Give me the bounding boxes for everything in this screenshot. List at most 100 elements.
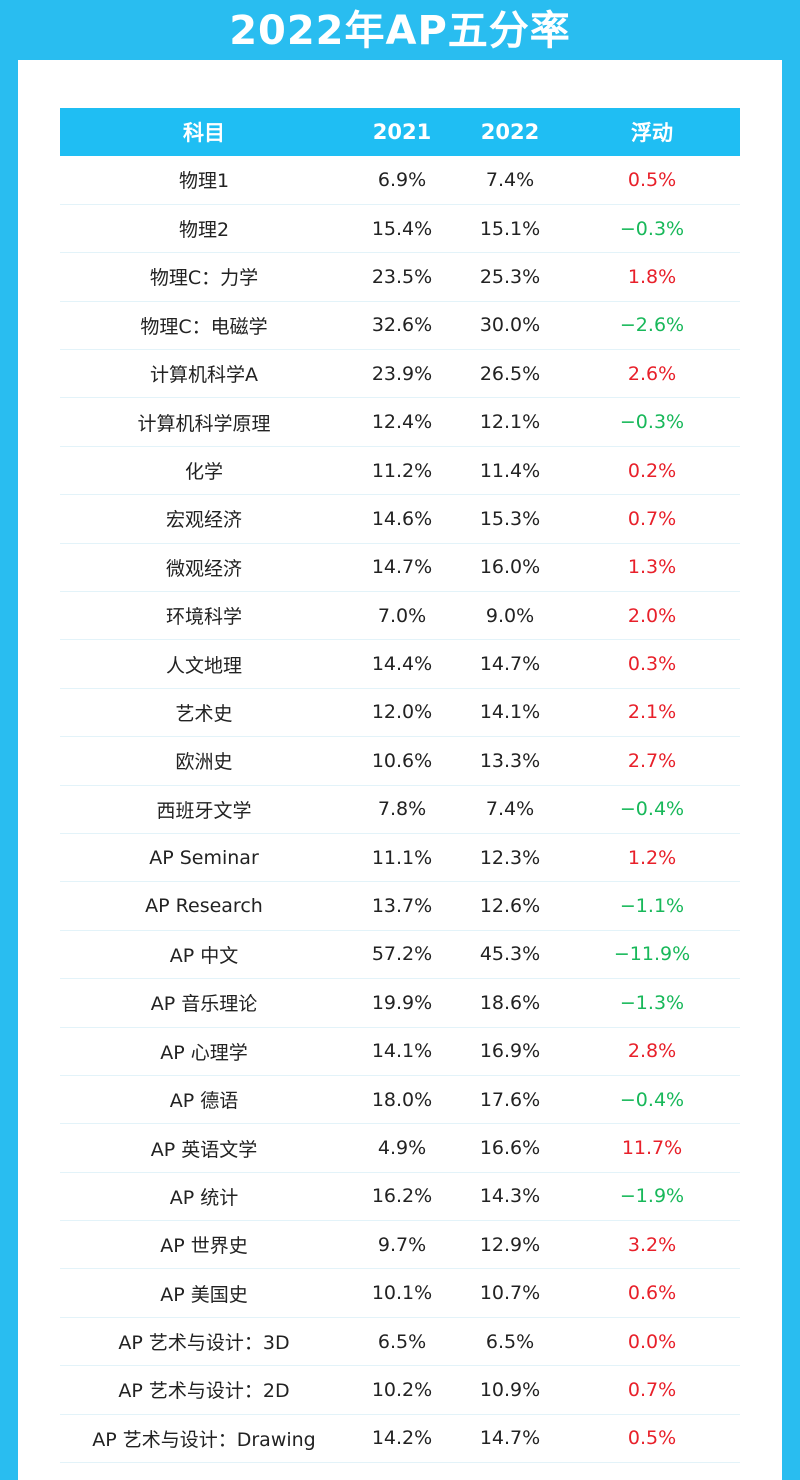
rate-2021-cell: 10.6% — [348, 736, 456, 786]
rate-2022-cell: 26.5% — [456, 349, 564, 399]
rate-2022-cell: 7.4% — [456, 785, 564, 834]
rate-2021-cell: 12.0% — [348, 688, 456, 738]
subject-cell: AP 美国史 — [60, 1268, 348, 1318]
table-row: AP Seminar 11.1% 12.3% 1.2% — [60, 833, 740, 883]
rate-2022-cell: 30.0% — [456, 301, 564, 351]
rate-2021-cell: 13.7% — [348, 881, 456, 931]
subject-cell: AP 中文 — [60, 930, 348, 980]
subject-cell: 西班牙文学 — [60, 785, 348, 834]
header-2021: 2021 — [372, 120, 432, 144]
change-cell: −2.6% — [564, 301, 740, 351]
table-row: AP 艺术与设计：2D 10.2% 10.9% 0.7% — [60, 1365, 740, 1415]
rate-2021-cell: 15.4% — [348, 204, 456, 254]
table-row: 宏观经济 14.6% 15.3% 0.7% — [60, 494, 740, 544]
rate-2022-cell: 12.6% — [456, 881, 564, 931]
rate-2022-cell: 11.4% — [456, 446, 564, 496]
table-row: AP 世界史 9.7% 12.9% 3.2% — [60, 1220, 740, 1270]
change-cell: 0.0% — [564, 1317, 740, 1367]
rate-2021-cell: 6.9% — [348, 156, 456, 205]
table-row: 计算机科学原理 12.4% 12.1% −0.3% — [60, 397, 740, 447]
rate-2022-cell: 10.7% — [456, 1268, 564, 1318]
subject-cell: 微观经济 — [60, 543, 348, 593]
rate-2021-cell: 14.1% — [348, 1027, 456, 1076]
change-cell: 0.2% — [564, 446, 740, 496]
rate-2021-cell: 14.7% — [348, 543, 456, 593]
table-row: 艺术史 12.0% 14.1% 2.1% — [60, 688, 740, 738]
rate-2022-cell: 15.3% — [456, 494, 564, 544]
table-row: 微观经济 14.7% 16.0% 1.3% — [60, 543, 740, 593]
rate-2022-cell: 14.3% — [456, 1172, 564, 1222]
rate-2022-cell: 10.9% — [456, 1365, 564, 1415]
subject-cell: 化学 — [60, 446, 348, 496]
subject-cell: 人文地理 — [60, 639, 348, 689]
rate-2021-cell: 14.4% — [348, 639, 456, 689]
rate-2021-cell: 9.7% — [348, 1220, 456, 1270]
rate-2022-cell: 12.3% — [456, 833, 564, 883]
rate-2022-cell: 7.4% — [456, 156, 564, 205]
rate-2022-cell: 16.6% — [456, 1123, 564, 1173]
change-cell: 0.3% — [564, 639, 740, 689]
subject-cell: 环境科学 — [60, 591, 348, 641]
table-header-row: 科目 2021 2022 浮动 — [60, 108, 740, 156]
table-row: 欧洲史 10.6% 13.3% 2.7% — [60, 736, 740, 786]
subject-cell: 计算机科学原理 — [60, 397, 348, 447]
subject-cell: AP 德语 — [60, 1075, 348, 1125]
change-cell: 0.6% — [564, 1268, 740, 1318]
subject-cell: AP 英语文学 — [60, 1123, 348, 1173]
subject-cell: AP Research — [60, 881, 348, 931]
change-cell: 2.1% — [564, 688, 740, 738]
change-cell: 1.3% — [564, 543, 740, 593]
subject-cell: 欧洲史 — [60, 736, 348, 786]
change-cell: −11.9% — [564, 930, 740, 980]
subject-cell: AP 音乐理论 — [60, 978, 348, 1028]
subject-cell: AP 统计 — [60, 1172, 348, 1222]
change-cell: 0.5% — [564, 156, 740, 205]
rate-2021-cell: 11.2% — [348, 446, 456, 496]
rate-2021-cell: 7.8% — [348, 785, 456, 834]
rate-2022-cell: 45.3% — [456, 930, 564, 980]
subject-cell: 物理C：力学 — [60, 252, 348, 302]
table-row: 物理1 6.9% 7.4% 0.5% — [60, 156, 740, 205]
table-row: 物理C：电磁学 32.6% 30.0% −2.6% — [60, 301, 740, 351]
subject-cell: 物理C：电磁学 — [60, 301, 348, 351]
subject-cell: 宏观经济 — [60, 494, 348, 544]
table-row: AP 艺术与设计：Drawing 14.2% 14.7% 0.5% — [60, 1414, 740, 1464]
table-card: 科目 2021 2022 浮动 物理1 6.9% 7.4% 0.5% 物理2 15.4% 1… — [18, 60, 782, 1480]
change-cell: −0.4% — [564, 785, 740, 834]
rate-2022-cell: 16.0% — [456, 543, 564, 593]
rate-2021-cell: 11.1% — [348, 833, 456, 883]
change-cell: 0.7% — [564, 1365, 740, 1415]
subject-cell: 物理2 — [60, 204, 348, 254]
rate-2022-cell: 18.6% — [456, 978, 564, 1028]
change-cell: 0.7% — [564, 494, 740, 544]
change-cell: −0.3% — [564, 204, 740, 254]
subject-cell: AP 世界史 — [60, 1220, 348, 1270]
table-row: AP 中文 57.2% 45.3% −11.9% — [60, 930, 740, 980]
rate-2022-cell: 12.9% — [456, 1220, 564, 1270]
rate-2021-cell: 18.0% — [348, 1075, 456, 1125]
change-cell: 2.0% — [564, 591, 740, 641]
subject-cell: AP Seminar — [60, 833, 348, 883]
change-cell: 2.7% — [564, 736, 740, 786]
change-cell: −0.3% — [564, 397, 740, 447]
change-cell: 11.7% — [564, 1123, 740, 1173]
rate-2021-cell: 6.5% — [348, 1317, 456, 1367]
table-row: AP 德语 18.0% 17.6% −0.4% — [60, 1075, 740, 1125]
table-row: 环境科学 7.0% 9.0% 2.0% — [60, 591, 740, 641]
rate-2021-cell: 16.2% — [348, 1172, 456, 1222]
subject-cell: 计算机科学A — [60, 349, 348, 399]
rate-2022-cell: 6.5% — [456, 1317, 564, 1367]
rate-2021-cell: 19.9% — [348, 978, 456, 1028]
table-row: 人文地理 14.4% 14.7% 0.3% — [60, 639, 740, 689]
change-cell: 2.8% — [564, 1027, 740, 1076]
table-row: AP 统计 16.2% 14.3% −1.9% — [60, 1172, 740, 1222]
rate-2021-cell: 10.2% — [348, 1365, 456, 1415]
change-cell: −1.9% — [564, 1172, 740, 1222]
page-title: 2022年AP五分率 — [229, 8, 571, 54]
table-body: 物理1 6.9% 7.4% 0.5% 物理2 15.4% 15.1% −0.3% 物理C：力学 2… — [60, 156, 740, 1464]
subject-cell: AP 艺术与设计：Drawing — [60, 1414, 348, 1464]
table-row: AP 心理学 14.1% 16.9% 2.8% — [60, 1027, 740, 1076]
rate-2022-cell: 14.7% — [456, 639, 564, 689]
table-row: AP 艺术与设计：3D 6.5% 6.5% 0.0% — [60, 1317, 740, 1367]
